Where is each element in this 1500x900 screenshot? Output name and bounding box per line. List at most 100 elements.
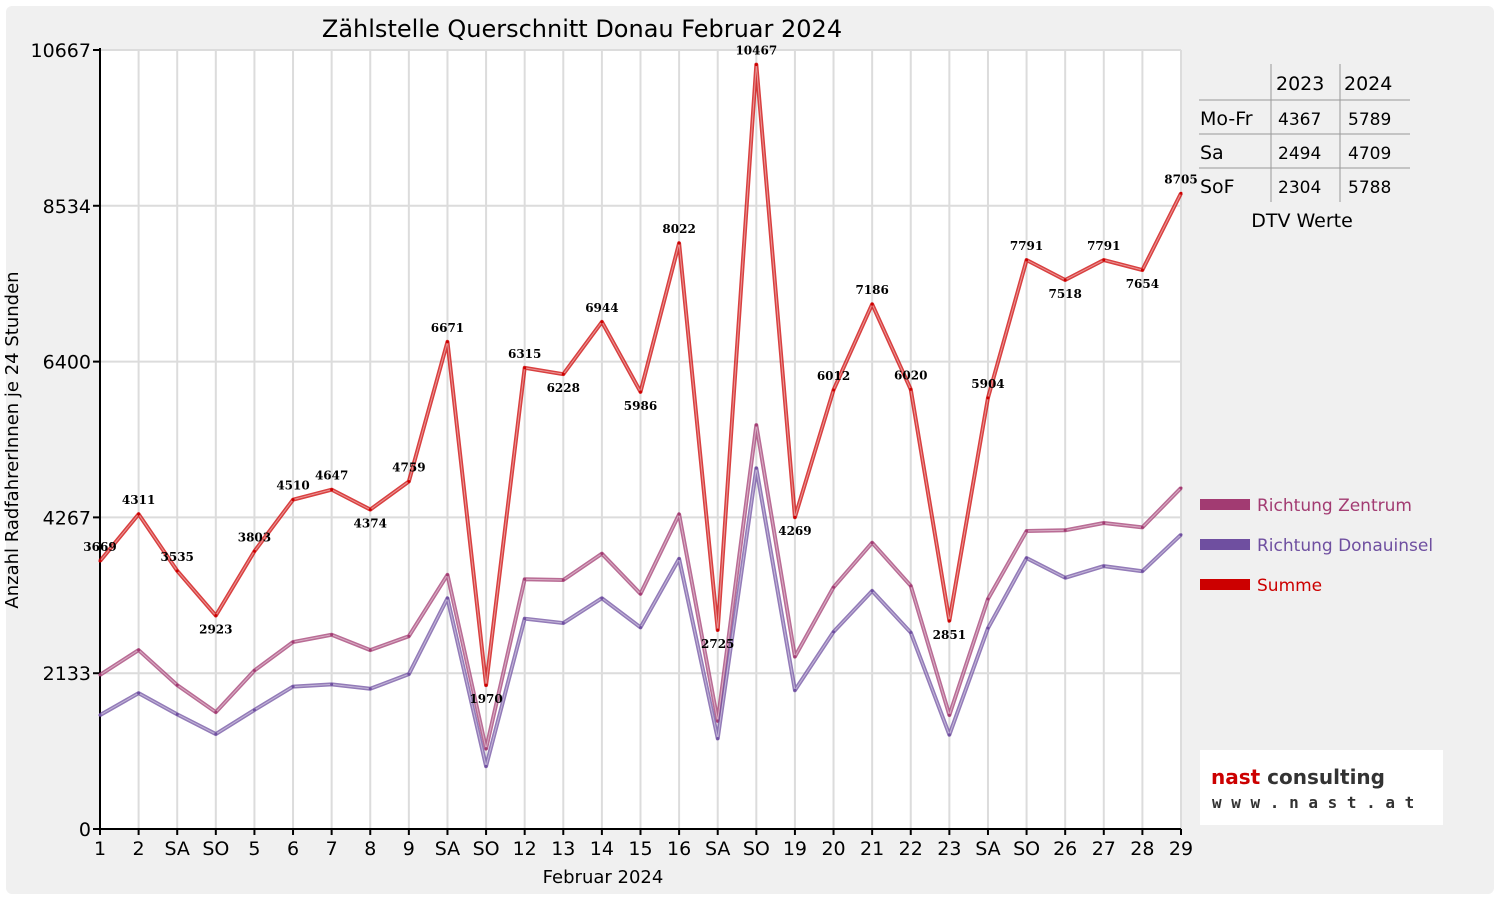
- y-tick-label: 2133: [43, 663, 91, 685]
- x-tick-label: SA: [165, 838, 190, 860]
- data-point: [1179, 533, 1183, 537]
- data-point: [1140, 569, 1144, 573]
- data-label: 7791: [1010, 239, 1043, 253]
- x-tick-label: 21: [860, 838, 884, 860]
- y-tick-label: 4267: [43, 507, 91, 529]
- data-label: 7791: [1087, 239, 1120, 253]
- data-label: 3535: [161, 550, 194, 564]
- data-point: [986, 626, 990, 630]
- legend-swatch: [1200, 539, 1250, 550]
- table-row-label: Sa: [1200, 142, 1224, 164]
- table-value-2023: 4367: [1278, 110, 1321, 130]
- x-tick-label: 13: [551, 838, 575, 860]
- data-point: [214, 732, 218, 736]
- data-point: [523, 366, 527, 370]
- x-tick-label: 9: [403, 838, 415, 860]
- table-value-2023: 2494: [1278, 144, 1321, 164]
- data-point: [252, 708, 256, 712]
- data-point: [407, 634, 411, 638]
- y-axis-title: Anzahl RadfahrerInnen je 24 Stunden: [2, 271, 23, 608]
- data-point: [252, 549, 256, 553]
- data-point: [561, 578, 565, 582]
- data-label: 4311: [122, 493, 155, 507]
- data-point: [832, 630, 836, 634]
- data-point: [793, 655, 797, 659]
- table-header-2024: 2024: [1344, 73, 1392, 95]
- dtv-table: 2023 2024 Mo-Fr 4367 5789 Sa 2494 4709 SoF 2304 57…: [1199, 64, 1410, 232]
- y-tick-label: 10667: [31, 40, 91, 62]
- table-header-2023: 2023: [1276, 73, 1324, 95]
- series-richtung-donauinsel: [98, 466, 1183, 769]
- x-tick-label: SO: [473, 838, 500, 860]
- data-label: 4374: [354, 517, 387, 531]
- data-point: [677, 557, 681, 561]
- data-label: 4647: [315, 469, 348, 483]
- data-point: [1063, 278, 1067, 282]
- data-point: [986, 396, 990, 400]
- data-point: [600, 552, 604, 556]
- data-point: [909, 387, 913, 391]
- x-tick-label: 27: [1092, 838, 1116, 860]
- x-tick-label: 5: [248, 838, 260, 860]
- x-tick-label: 14: [590, 838, 614, 860]
- x-tick-label: 29: [1169, 838, 1193, 860]
- data-point: [754, 423, 758, 427]
- x-tick-label: 20: [821, 838, 845, 860]
- x-tick-label: 15: [628, 838, 652, 860]
- data-point: [291, 685, 295, 689]
- x-tick-label: 12: [513, 838, 537, 860]
- data-point: [986, 597, 990, 601]
- data-point: [754, 63, 758, 67]
- data-point: [639, 592, 642, 596]
- data-label: 2725: [701, 637, 734, 651]
- table-row-label: SoF: [1200, 176, 1235, 198]
- data-point: [793, 688, 797, 692]
- data-label: 8022: [662, 222, 695, 236]
- data-point: [870, 589, 874, 593]
- x-tick-label: SO: [1013, 838, 1040, 860]
- x-tick-label: 19: [783, 838, 807, 860]
- data-point: [1179, 486, 1183, 490]
- x-tick-label: 26: [1053, 838, 1077, 860]
- x-tick-label: 1: [94, 838, 106, 860]
- data-point: [1063, 528, 1067, 532]
- data-point: [639, 390, 642, 394]
- data-label: 1970: [469, 692, 502, 706]
- data-point: [368, 508, 372, 512]
- data-label: 5904: [971, 377, 1004, 391]
- data-point: [484, 683, 488, 687]
- legend-label: Richtung Zentrum: [1257, 496, 1412, 516]
- y-tick-label: 0: [79, 819, 91, 841]
- data-label: 7518: [1048, 287, 1081, 301]
- nast-consulting-logo: nast consulting w w w . n a s t . a t: [1200, 750, 1443, 825]
- data-point: [947, 733, 951, 737]
- data-label: 6671: [431, 321, 464, 335]
- data-label: 3669: [83, 540, 116, 554]
- x-tick-label: SO: [743, 838, 770, 860]
- data-point: [1063, 576, 1067, 580]
- data-label: 7654: [1126, 277, 1159, 291]
- legend-label: Richtung Donauinsel: [1257, 536, 1433, 556]
- chart-title: Zählstelle Querschnitt Donau Februar 202…: [322, 15, 842, 43]
- data-point: [909, 584, 913, 588]
- table-value-2024: 5788: [1348, 178, 1391, 198]
- data-point: [1025, 529, 1029, 533]
- x-tick-label: 8: [364, 838, 376, 860]
- summe-data-labels: 3669 4311 3535 2923 3803 4510 4647 4374 4759 6671…: [83, 44, 1197, 707]
- data-point: [175, 712, 179, 716]
- legend-swatch: [1200, 499, 1250, 510]
- x-tick-label: SA: [705, 838, 730, 860]
- data-label: 4510: [276, 479, 309, 493]
- data-point: [561, 621, 565, 625]
- data-label: 10467: [735, 44, 777, 58]
- data-label: 3803: [238, 530, 271, 544]
- data-label: 7186: [855, 283, 888, 297]
- logo-text: nast consulting: [1211, 765, 1385, 789]
- data-label: 6020: [894, 368, 927, 382]
- data-point: [1102, 521, 1106, 525]
- data-point: [175, 683, 179, 687]
- data-point: [407, 479, 411, 483]
- data-point: [1140, 525, 1144, 529]
- data-point: [639, 625, 642, 629]
